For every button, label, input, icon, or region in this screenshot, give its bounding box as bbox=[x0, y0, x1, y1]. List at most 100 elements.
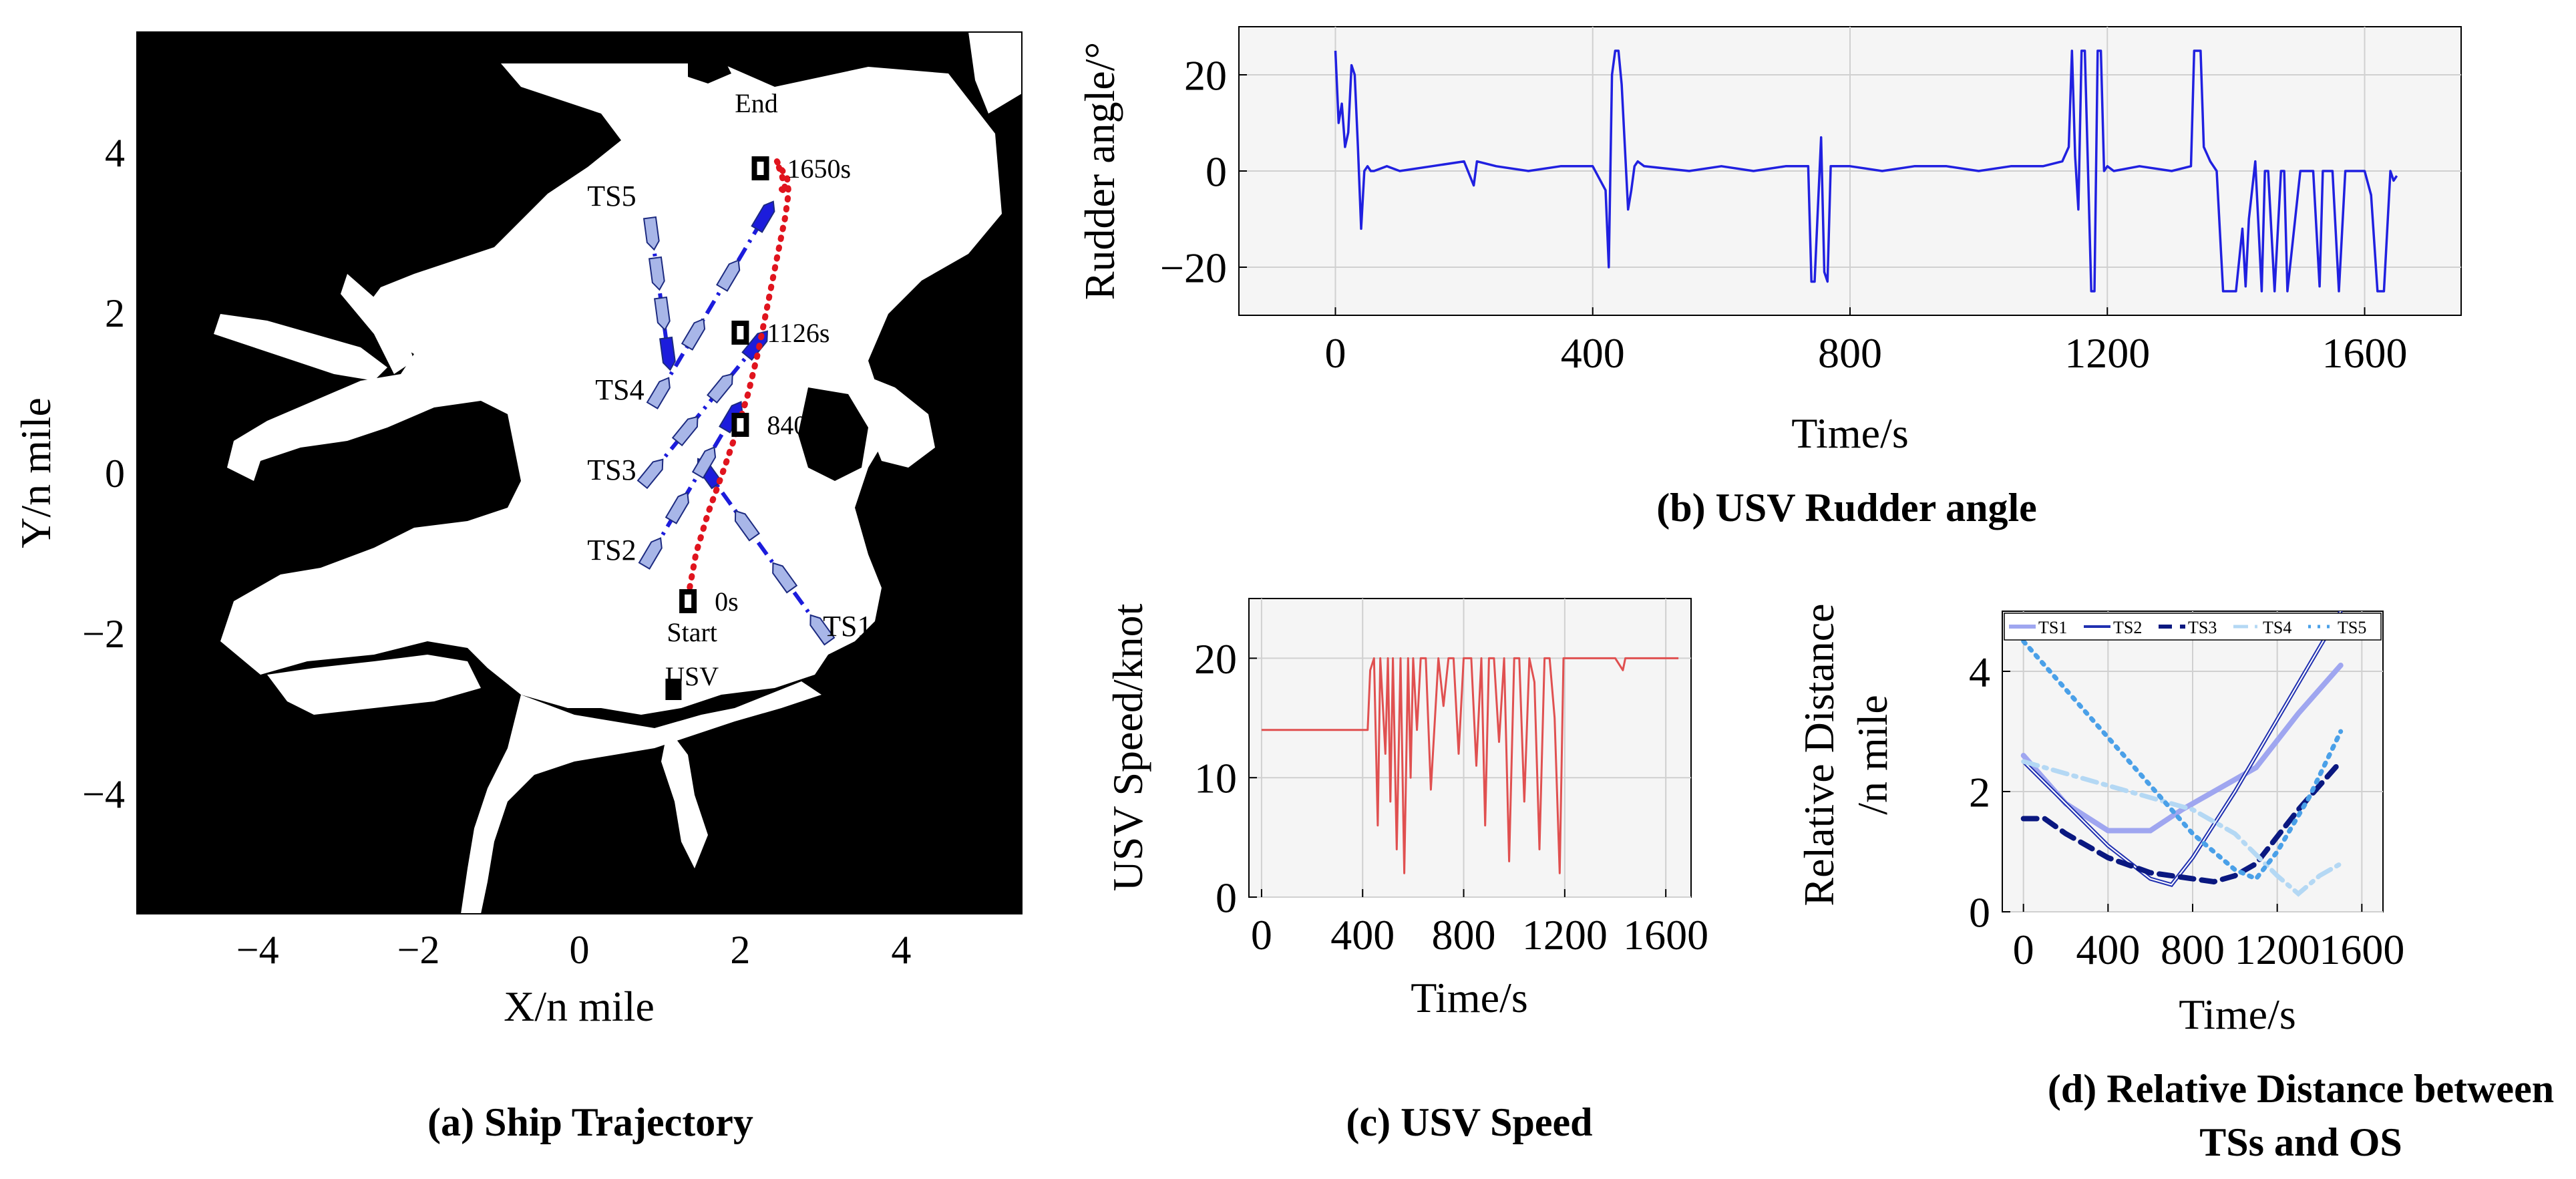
ts-hull bbox=[646, 377, 671, 409]
x-tick-label: 1200 bbox=[2064, 329, 2150, 377]
usv-marker-window bbox=[737, 326, 744, 339]
usv-path bbox=[685, 158, 792, 601]
ts-label-ts4: TS4 bbox=[595, 373, 644, 406]
usv-time-label: 1126s bbox=[767, 318, 830, 348]
panel-d-ylabel-line1: Relative Distance bbox=[1795, 603, 1843, 906]
series-ts1 bbox=[2020, 663, 2344, 834]
y-tick-label: −4 bbox=[82, 772, 125, 816]
usv-marker-window bbox=[757, 162, 764, 175]
ts-hull bbox=[716, 259, 741, 292]
ts-hull bbox=[638, 537, 663, 570]
ts-hull bbox=[671, 415, 699, 447]
legend-label-ts1: TS1 bbox=[2038, 618, 2067, 637]
ts-hull bbox=[719, 401, 743, 434]
ts-hull bbox=[681, 318, 706, 351]
panel-a-trajectory: −4 −2 0 2 4 4 2 0 −2 −4 TS1 TS2 TS3 TS4 TS5 0s 840s 1126s… bbox=[12, 31, 1023, 1144]
x-tick-label: 800 bbox=[2161, 926, 2225, 973]
x-tick-label: 400 bbox=[1330, 911, 1395, 959]
map-island bbox=[688, 53, 731, 83]
panel-a-xlabel: X/n mile bbox=[504, 983, 655, 1030]
ts-track-ts5 bbox=[649, 232, 670, 353]
panel-d-caption-line1: (d) Relative Distance between bbox=[2048, 1067, 2554, 1111]
panel-a-caption: (a) Ship Trajectory bbox=[427, 1100, 753, 1144]
panel-b-rudder: 0 400 800 1200 1600 20 0 −20 Time/s Rudder angl… bbox=[1076, 26, 2462, 530]
panel-b-caption: (b) USV Rudder angle bbox=[1656, 486, 2037, 530]
usv-marker-window bbox=[685, 595, 692, 608]
x-tick-label: 0 bbox=[1324, 329, 1346, 377]
ts-hull bbox=[648, 256, 665, 291]
x-tick-label: 1600 bbox=[2319, 926, 2404, 973]
annot-start: Start bbox=[667, 617, 717, 647]
panel-d-xlabel: Time/s bbox=[2179, 991, 2296, 1038]
usv-time-label: 0s bbox=[715, 586, 739, 617]
x-tick-label: −2 bbox=[397, 928, 440, 972]
x-tick-label: 400 bbox=[1561, 329, 1625, 377]
ts-label-ts2: TS2 bbox=[587, 534, 636, 566]
y-tick-label: 0 bbox=[1206, 148, 1227, 195]
panel-b-xlabel: Time/s bbox=[1791, 409, 1909, 457]
x-tick-label: 1200 bbox=[2235, 926, 2320, 973]
ts-label-ts1: TS1 bbox=[823, 610, 872, 643]
series-usv-speed bbox=[1261, 657, 1679, 874]
y-tick-label: 4 bbox=[1969, 648, 1990, 695]
ts-hull bbox=[642, 216, 660, 251]
x-tick-label: 800 bbox=[1818, 329, 1882, 377]
panel-d-ylabel-line2: /n mile bbox=[1849, 695, 1896, 815]
ts-hull bbox=[691, 446, 717, 479]
series-ts4 bbox=[2021, 759, 2344, 897]
legend: TS1 TS2 TS3 TS4 TS5 bbox=[2004, 613, 2382, 641]
x-tick-label: 1200 bbox=[1522, 911, 1608, 959]
ts-hull bbox=[751, 200, 775, 233]
x-tick-label: 800 bbox=[1432, 911, 1496, 959]
y-tick-label: −20 bbox=[1160, 244, 1227, 291]
ts-label-ts5: TS5 bbox=[587, 180, 636, 212]
x-tick-label: 4 bbox=[891, 928, 911, 972]
panel-b-ylabel: Rudder angle/° bbox=[1076, 42, 1123, 300]
legend-label-ts2: TS2 bbox=[2113, 618, 2142, 637]
ts-hull bbox=[654, 296, 671, 331]
x-tick-label: 1600 bbox=[1623, 911, 1708, 959]
y-tick-label: 4 bbox=[105, 131, 125, 175]
x-tick-label: 0 bbox=[570, 928, 590, 972]
y-tick-label: 0 bbox=[1969, 888, 1990, 936]
x-tick-label: 1600 bbox=[2322, 329, 2408, 377]
y-tick-label: 2 bbox=[1969, 768, 1990, 816]
y-tick-label: 10 bbox=[1194, 755, 1237, 802]
legend-label-ts5: TS5 bbox=[2338, 618, 2366, 637]
x-tick-label: 0 bbox=[1251, 911, 1272, 959]
panel-c-ylabel: USV Speed/knot bbox=[1104, 603, 1151, 891]
panel-d-caption-line2: TSs and OS bbox=[2199, 1120, 2402, 1164]
panel-c-caption: (c) USV Speed bbox=[1346, 1100, 1593, 1144]
y-tick-label: −2 bbox=[82, 612, 125, 656]
x-tick-label: −4 bbox=[236, 928, 279, 972]
ts-hull bbox=[707, 373, 733, 404]
ts-track-ts4 bbox=[658, 215, 767, 394]
ts-track-ts2 bbox=[650, 415, 734, 554]
panel-a-ylabel: Y/n mile bbox=[12, 397, 59, 548]
map-water bbox=[214, 32, 1022, 914]
y-tick-label: 0 bbox=[1216, 874, 1237, 921]
annot-end: End bbox=[735, 88, 777, 118]
series-rudder-angle bbox=[1334, 49, 2398, 293]
ts-hull bbox=[636, 458, 664, 490]
ts-hull bbox=[734, 510, 760, 542]
map-island bbox=[798, 387, 868, 481]
x-tick-label: 2 bbox=[730, 928, 750, 972]
ts-hull bbox=[772, 562, 798, 594]
legend-label-ts3: TS3 bbox=[2188, 618, 2217, 637]
y-tick-label: 0 bbox=[105, 452, 125, 496]
x-tick-label: 400 bbox=[2076, 926, 2140, 973]
ts-label-ts3: TS3 bbox=[587, 454, 636, 486]
ts-track-ts1 bbox=[706, 472, 823, 631]
series-ts5 bbox=[2021, 639, 2344, 882]
y-tick-label: 2 bbox=[105, 291, 125, 335]
usv-time-label: 840s bbox=[767, 410, 817, 440]
legend-label-ts4: TS4 bbox=[2263, 618, 2291, 637]
series-ts3 bbox=[2020, 759, 2344, 885]
y-tick-label: 20 bbox=[1184, 51, 1227, 99]
usv-marker-window bbox=[737, 418, 744, 432]
series-ts2-inner bbox=[2022, 611, 2342, 886]
panel-c-plot-area bbox=[1248, 598, 1692, 898]
